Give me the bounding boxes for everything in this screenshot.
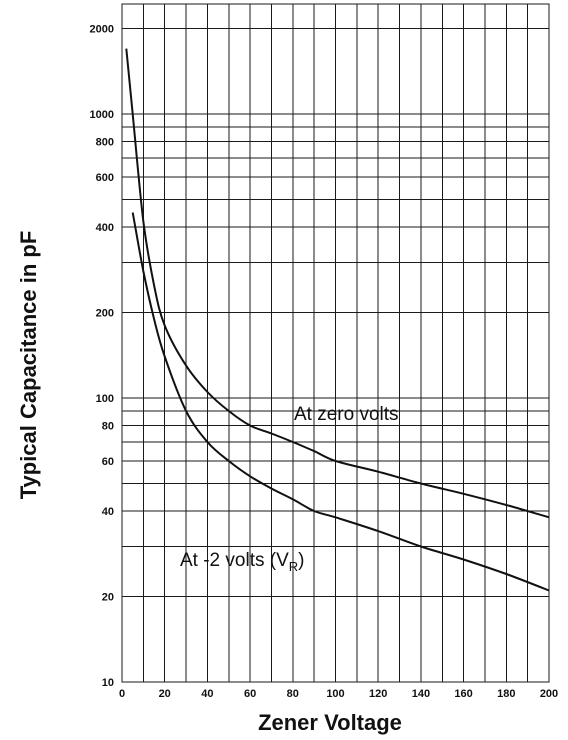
y-tick-label: 2000 (90, 24, 114, 36)
grid (121, 3, 550, 683)
x-tick-label: 140 (412, 688, 430, 700)
series-curve-zero-volts (125, 48, 550, 519)
series-curves (125, 48, 550, 592)
x-tick-label: 40 (201, 688, 213, 700)
y-tick-label: 600 (96, 172, 114, 184)
x-tick-labels: 0 20 40 60 80 100 120 140 160 180 200 (119, 688, 558, 700)
y-tick-label: 200 (96, 308, 114, 320)
y-tick-label: 1000 (90, 109, 114, 121)
y-tick-label: 40 (102, 506, 114, 518)
x-tick-label: 20 (159, 688, 171, 700)
y-tick-label: 60 (102, 456, 114, 468)
x-tick-label: 200 (540, 688, 558, 700)
series-curve-minus-2-volts (131, 212, 550, 592)
y-tick-labels: 10 20 40 60 80 100 200 400 600 800 1000 2000 (90, 24, 114, 689)
y-axis-title: Typical Capacitance in pF (16, 231, 41, 500)
y-tick-label: 800 (96, 137, 114, 149)
y-tick-label: 10 (102, 677, 114, 689)
x-axis-title: Zener Voltage (258, 710, 402, 735)
y-tick-label: 100 (96, 393, 114, 405)
y-tick-label: 400 (96, 222, 114, 234)
series-label-zero-volts: At zero volts (294, 404, 399, 425)
x-tick-label: 0 (119, 688, 125, 700)
x-tick-label: 100 (326, 688, 344, 700)
x-tick-label: 180 (497, 688, 515, 700)
x-tick-label: 80 (287, 688, 299, 700)
series-label-minus-2-volts: At -2 volts (VR) (180, 550, 304, 574)
y-tick-label: 20 (102, 592, 114, 604)
y-tick-label: 80 (102, 421, 114, 433)
x-tick-label: 60 (244, 688, 256, 700)
x-tick-label: 160 (454, 688, 472, 700)
x-tick-label: 120 (369, 688, 387, 700)
